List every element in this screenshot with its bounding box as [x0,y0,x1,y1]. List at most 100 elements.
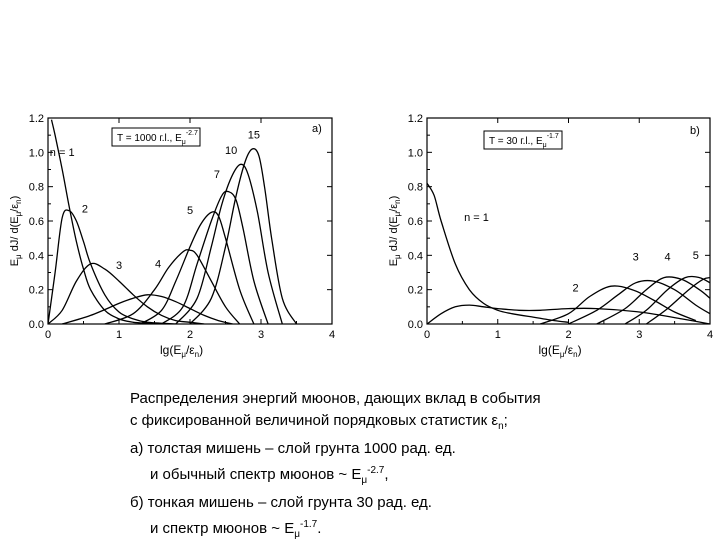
series-line-2 [427,304,710,324]
y-axis-label: Eμ dJ/ d(Eμ/εn) [9,196,23,267]
caption-sup-6: -1.7 [300,519,318,530]
panel-label: b) [690,125,700,137]
x-axis-label-part: lg(E [160,343,181,357]
x-tick-label: 0 [424,329,430,341]
caption: Распределения энергий мюонов, дающих вкл… [130,388,710,546]
caption-line-2: с фиксированной величиной порядковых ста… [130,410,710,438]
series-line-1 [50,119,162,324]
caption-line-4: и обычный спектр мюонов ~ Eμ-2.7, [130,460,710,492]
caption-post-2: ; [503,412,508,429]
curve-label: 5 [187,205,193,217]
y-axis-label-sub: μ [14,211,23,216]
y-axis-label-sub: μ [393,254,402,259]
caption-post-4: , [384,466,389,483]
x-axis-label-sub: n [195,350,199,359]
curve-label: 3 [116,260,122,272]
y-axis-label-sub: μ [14,254,23,259]
curve-label: n = 1 [464,212,489,224]
x-tick-label: 1 [116,329,122,341]
y-axis-label: Eμ dJ/ d(Eμ/εn) [388,196,402,267]
series-line-9 [189,148,298,324]
curve-label: 4 [155,258,161,270]
y-axis-label-sub: n [14,199,23,203]
plot-frame [47,117,333,325]
caption-line-3: а) толстая мишень – слой грунта 1000 рад… [130,438,710,460]
y-tick-label: 1.2 [408,113,423,125]
x-axis-label: lg(Eμ/εn) [539,343,582,359]
caption-text-4: и обычный спектр мюонов ~ E [150,466,362,483]
legend-text-sup: -2.7 [186,130,198,137]
y-axis-label-part: /ε [9,204,21,212]
y-tick-label: 1.0 [29,147,44,159]
x-tick-label: 1 [495,329,501,341]
y-axis-label-part: E [9,259,21,266]
x-tick-label: 3 [258,329,264,341]
x-axis-label-part: ) [578,343,582,357]
legend-text-main: T = 30 г.l., E [489,136,543,147]
y-tick-label: 0.0 [29,319,44,331]
caption-sub-2: n [498,421,504,432]
y-tick-label: 0.4 [29,250,44,262]
panel-b: 0 1 2 3 40.00.20.40.60.81.01.2lg(Eμ/εn)Eμ dJ… [388,113,713,359]
x-tick-label: 2 [187,329,193,341]
curve-label: 3 [633,251,639,263]
caption-sub-6: μ [294,529,300,540]
y-axis-label-group: Eμ dJ/ d(Eμ/εn) [9,196,23,267]
curve-label: 4 [664,251,670,263]
series-line-5 [104,249,241,324]
legend-text-sub: μ [182,139,186,146]
y-tick-label: 0.4 [408,250,423,262]
legend: T = 1000 г.l., Eμ-2.7 [111,127,201,147]
y-tick-label: 1.0 [408,147,423,159]
caption-text-5: б) тонкая мишень – слой грунта 30 рад. е… [130,494,432,511]
series-line-8 [175,163,283,324]
curve-label: 2 [573,282,579,294]
y-axis-label-part: E [388,259,400,266]
y-axis-label-part: dJ/ d(E [388,216,400,254]
y-tick-label: 1.2 [29,113,44,125]
series-line-2 [48,209,176,324]
curve-label: 10 [225,145,237,157]
x-tick-label: 2 [565,329,571,341]
y-tick-label: 0.2 [29,285,44,297]
y-tick-label: 0.8 [408,182,423,194]
legend-box [483,130,563,150]
x-tick-label: 3 [636,329,642,341]
panel-label: a) [312,123,322,135]
curves [48,119,298,324]
legend-text-sup: -1.7 [547,133,559,140]
series-line-7 [645,276,710,324]
curve-label: 15 [248,130,260,142]
caption-line-6: и спектр мюонов ~ Eμ-1.7. [130,514,710,546]
x-axis-label-sub: μ [181,350,186,359]
caption-sub-4: μ [361,475,368,486]
x-axis-label-part: lg(E [539,343,560,357]
series-line-3 [48,262,205,324]
caption-text-6: и спектр мюонов ~ E [150,520,295,537]
curve-label: 2 [82,203,88,215]
caption-line-1: Распределения энергий мюонов, дающих вкл… [130,388,710,410]
y-axis-label-part: dJ/ d(E [9,216,21,254]
y-axis-label-group: Eμ dJ/ d(Eμ/εn) [388,196,402,267]
y-tick-label: 0.0 [408,319,423,331]
x-tick-label: 4 [329,329,335,341]
legend: T = 30 г.l., Eμ-1.7 [483,130,563,150]
caption-line-5: б) тонкая мишень – слой грунта 30 рад. е… [130,492,710,514]
x-axis-label-sub: μ [560,350,565,359]
y-axis-label-sub: n [393,199,402,203]
legend-text-main: T = 1000 г.l., E [117,133,182,144]
y-axis-label-part: ) [9,196,21,200]
x-tick-label: 4 [707,329,713,341]
y-axis-label-part: /ε [388,204,400,212]
series-line-4 [568,279,710,324]
caption-text-1: Распределения энергий мюонов, дающих вкл… [130,390,541,407]
series-line-5 [596,276,710,324]
legend-box [111,127,201,147]
curves [427,182,710,324]
curve-label: 5 [693,250,699,262]
x-axis-label-part: /ε [564,343,573,357]
caption-text-3: а) толстая мишень – слой грунта 1000 рад… [130,440,456,457]
x-axis-label-sub: n [573,350,577,359]
y-tick-label: 0.6 [408,216,423,228]
series-line-1 [427,182,569,323]
